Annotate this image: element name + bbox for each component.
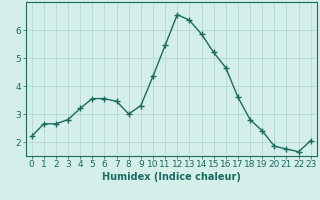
X-axis label: Humidex (Indice chaleur): Humidex (Indice chaleur) — [102, 172, 241, 182]
